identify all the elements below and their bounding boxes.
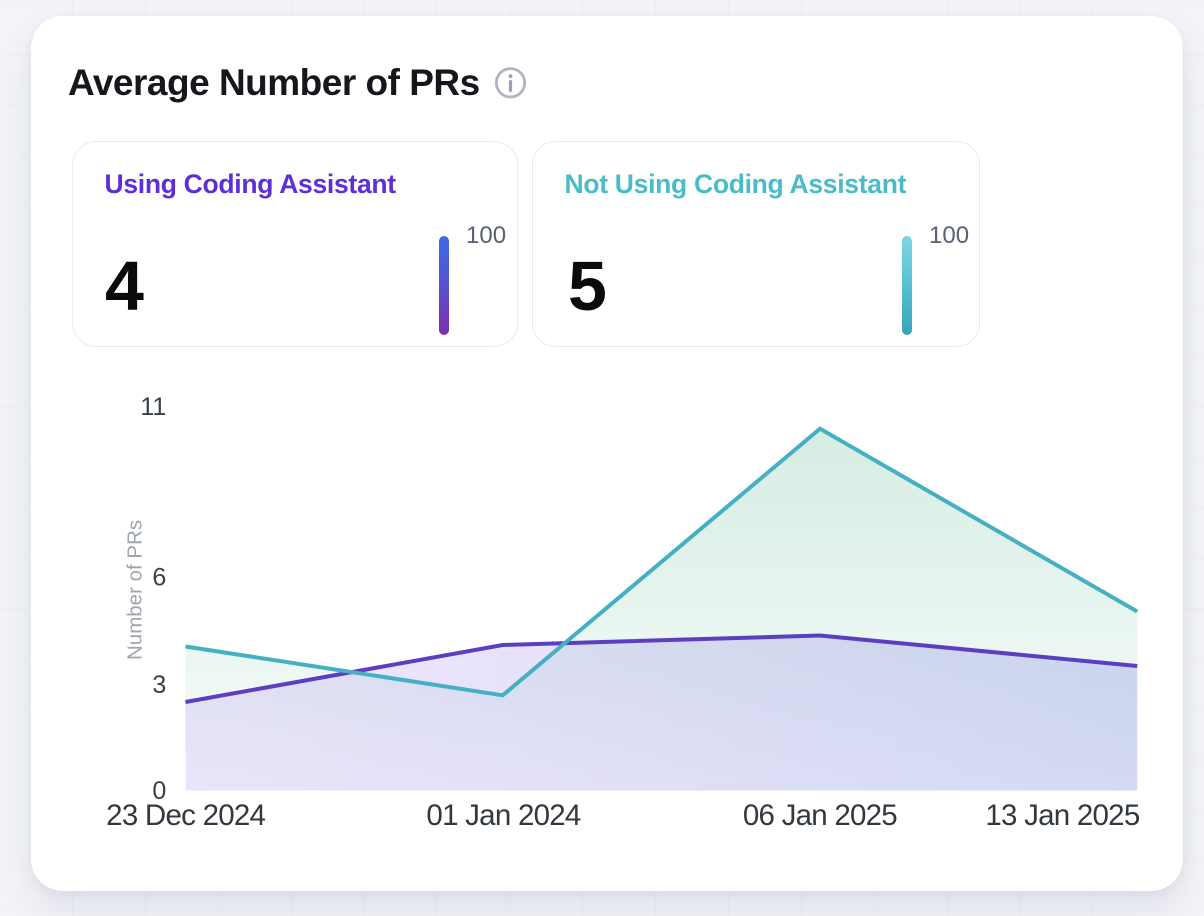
svg-text:6: 6 [152,564,166,592]
svg-text:3: 3 [152,671,166,699]
svg-text:13 Jan 2025: 13 Jan 2025 [985,799,1139,832]
svg-text:0: 0 [152,777,166,805]
svg-text:Number of PRs: Number of PRs [124,520,147,660]
svg-text:23 Dec 2024: 23 Dec 2024 [106,799,265,832]
svg-text:01 Jan 2024: 01 Jan 2024 [426,799,580,832]
svg-text:06 Jan 2025: 06 Jan 2025 [743,799,897,832]
svg-text:11: 11 [140,393,166,421]
